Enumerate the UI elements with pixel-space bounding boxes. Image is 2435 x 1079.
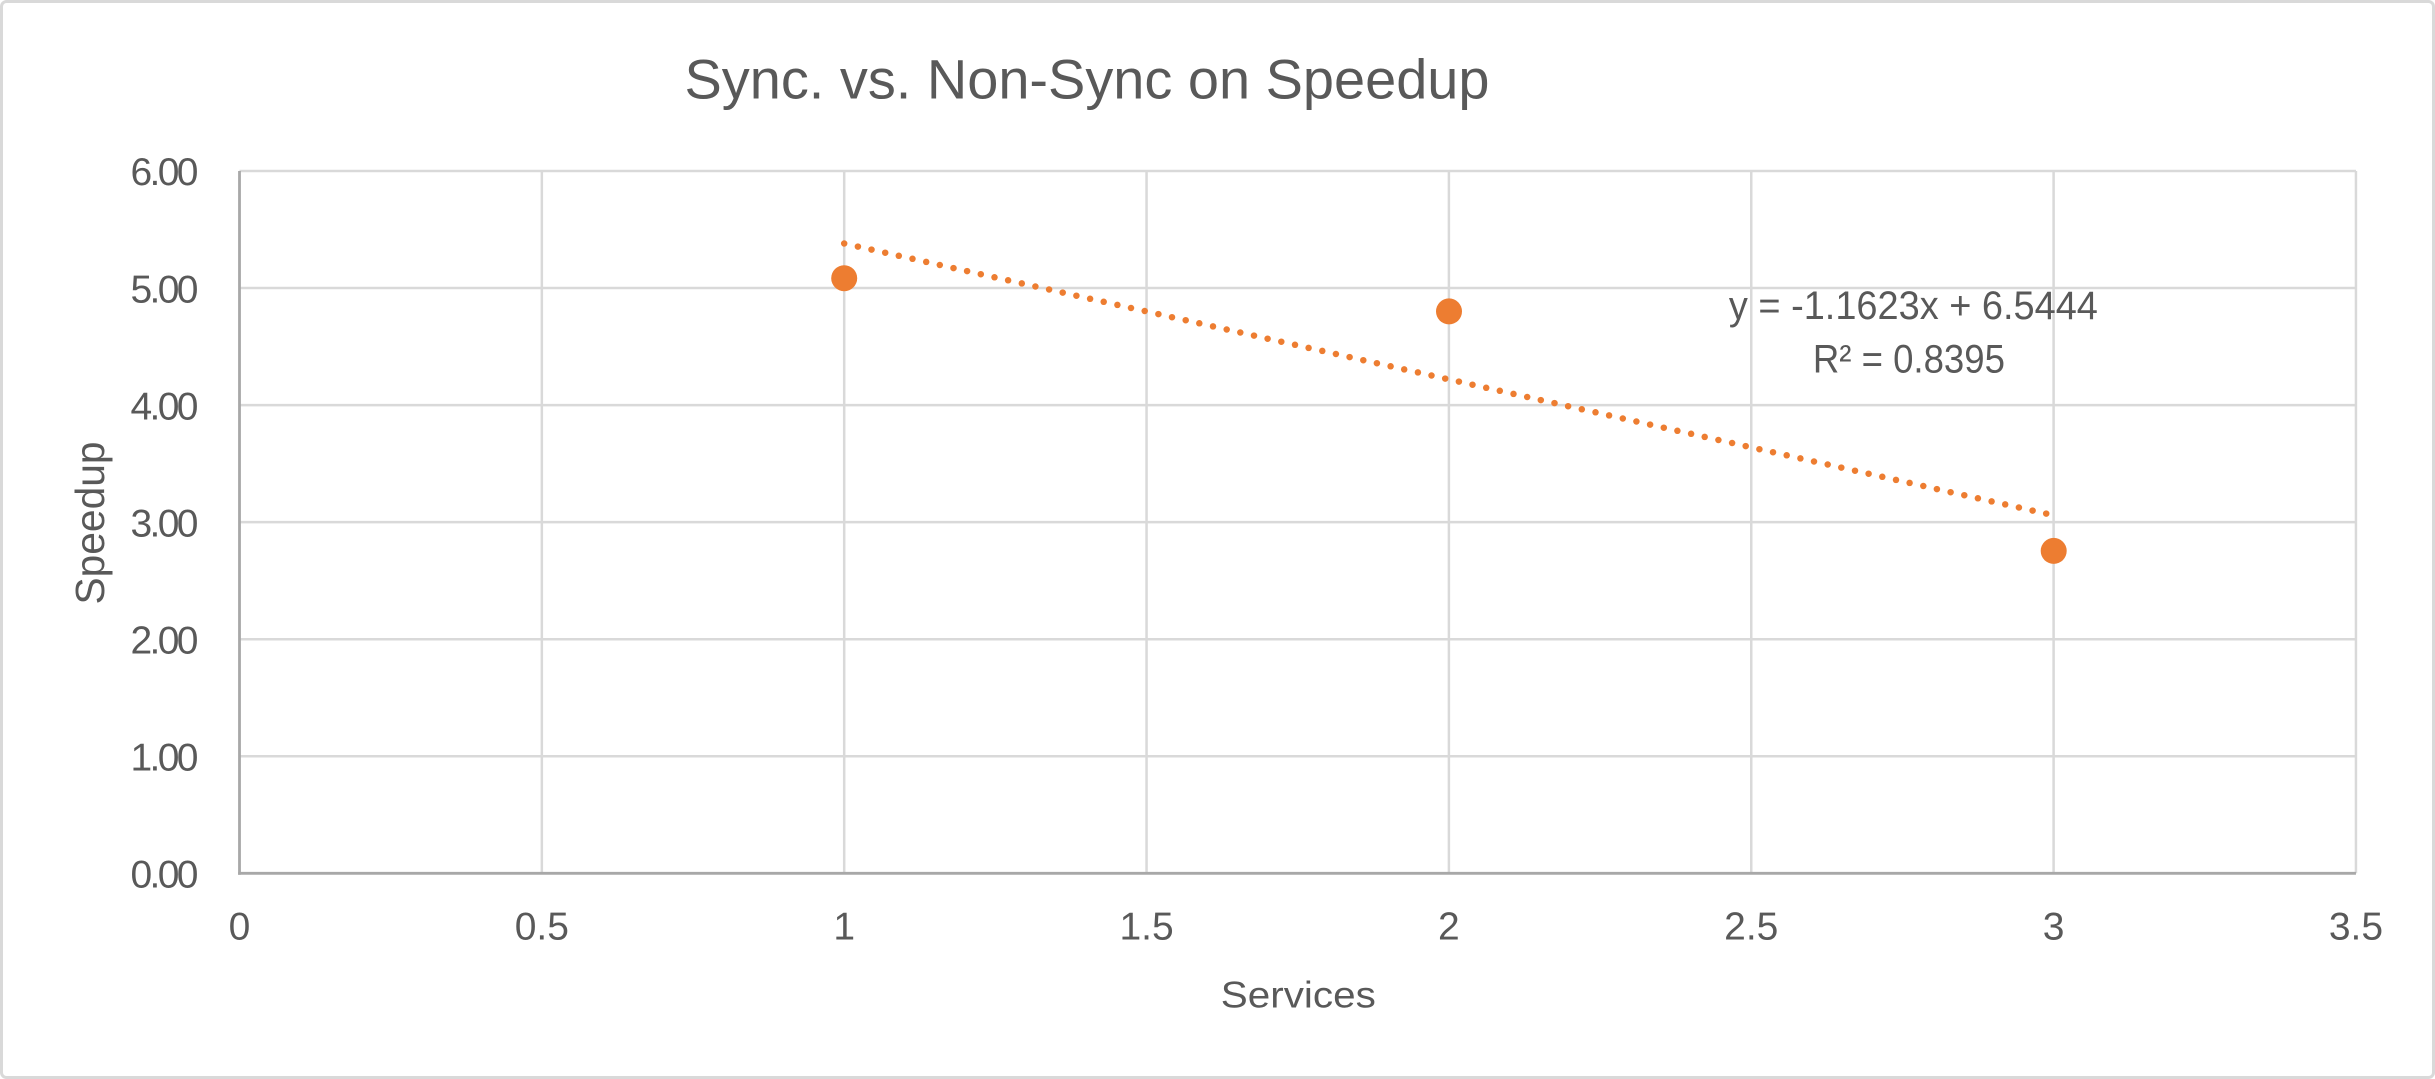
svg-text:4.00: 4.00 [131, 385, 199, 428]
svg-text:2.5: 2.5 [1724, 906, 1778, 949]
svg-text:1.00: 1.00 [131, 736, 199, 779]
svg-text:3: 3 [2043, 906, 2065, 949]
svg-text:3.5: 3.5 [2329, 906, 2383, 949]
svg-text:Sync. vs. Non-Sync on Speedup: Sync. vs. Non-Sync on Speedup [685, 47, 1490, 110]
svg-text:y = -1.1623x + 6.5444: y = -1.1623x + 6.5444 [1729, 284, 2098, 328]
svg-text:0.00: 0.00 [131, 854, 199, 897]
svg-text:1: 1 [833, 906, 855, 949]
svg-text:0.5: 0.5 [515, 906, 569, 949]
svg-text:Speedup: Speedup [67, 442, 113, 605]
svg-text:R² = 0.8395: R² = 0.8395 [1813, 338, 2005, 382]
svg-text:5.00: 5.00 [131, 268, 199, 311]
svg-text:2: 2 [1438, 906, 1460, 949]
svg-text:3.00: 3.00 [131, 502, 199, 545]
svg-text:Services: Services [1221, 973, 1376, 1015]
svg-text:2.00: 2.00 [131, 619, 199, 662]
svg-text:0: 0 [229, 906, 251, 949]
svg-text:6.00: 6.00 [131, 151, 199, 194]
svg-text:1.5: 1.5 [1119, 906, 1173, 949]
